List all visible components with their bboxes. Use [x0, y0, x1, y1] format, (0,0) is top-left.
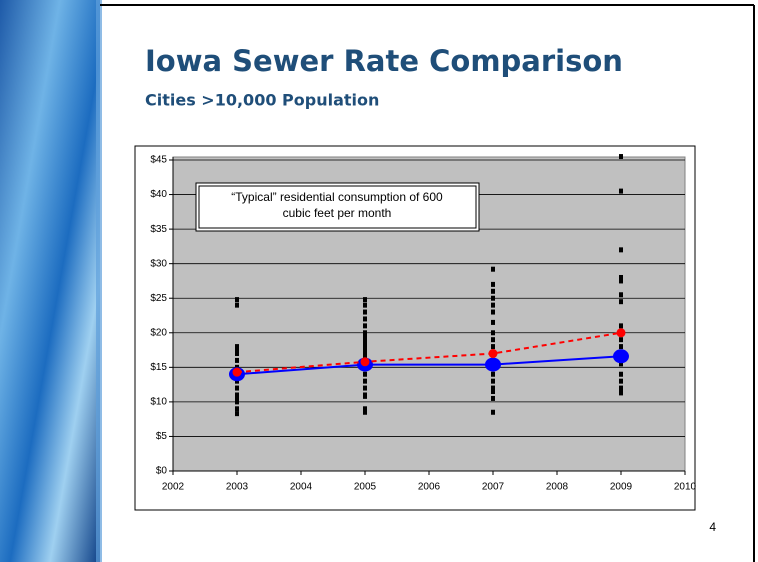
point — [619, 278, 623, 284]
point — [363, 393, 367, 399]
point — [619, 378, 623, 384]
point — [363, 309, 367, 315]
point — [235, 411, 239, 417]
point — [491, 371, 495, 377]
point — [235, 302, 239, 308]
title: Iowa Sewer Rate Comparison — [145, 44, 623, 78]
point — [235, 399, 239, 405]
y-tick-label: $5 — [156, 431, 168, 442]
x-tick-label: 2009 — [610, 482, 633, 493]
y-tick-label: $15 — [150, 362, 167, 373]
point — [363, 302, 367, 308]
point — [491, 295, 495, 301]
annotation: “Typical” residential consumption of 600 — [231, 190, 443, 204]
point — [488, 349, 498, 359]
point — [491, 344, 495, 350]
point — [363, 316, 367, 322]
point — [235, 406, 239, 412]
x-tick-label: 2008 — [546, 482, 569, 493]
point — [363, 330, 367, 336]
subtitle: Cities >10,000 Population — [145, 91, 379, 110]
point — [363, 333, 367, 339]
y-tick-label: $45 — [150, 155, 167, 166]
point — [363, 340, 367, 346]
point — [363, 337, 367, 343]
point — [619, 361, 623, 367]
point — [491, 385, 495, 391]
point — [619, 371, 623, 377]
point — [491, 288, 495, 294]
point — [619, 337, 623, 343]
annotation: cubic feet per month — [283, 206, 392, 220]
point — [491, 281, 495, 287]
point — [491, 409, 495, 415]
point — [619, 247, 623, 253]
point — [363, 351, 367, 357]
point — [363, 347, 367, 353]
point — [232, 367, 242, 377]
point — [619, 385, 623, 391]
point — [491, 319, 495, 325]
x-tick-label: 2010 — [674, 482, 697, 493]
y-tick-label: $30 — [150, 258, 167, 269]
image-edge — [96, 0, 102, 562]
point — [491, 337, 495, 343]
point — [235, 395, 239, 401]
point — [363, 378, 367, 384]
point — [235, 392, 239, 398]
water-image — [0, 0, 100, 562]
point — [616, 328, 626, 338]
point — [619, 188, 623, 194]
point — [491, 395, 495, 401]
point — [363, 344, 367, 350]
point — [619, 390, 623, 396]
series-line — [236, 355, 622, 376]
point — [619, 154, 623, 160]
point — [491, 330, 495, 336]
y-tick-label: $35 — [150, 224, 167, 235]
x-tick-label: 2006 — [418, 482, 441, 493]
x-tick-label: 2002 — [162, 482, 185, 493]
point — [235, 347, 239, 353]
point — [619, 299, 623, 305]
point — [363, 371, 367, 377]
point — [491, 302, 495, 308]
point — [235, 344, 239, 350]
point — [619, 292, 623, 298]
point — [235, 297, 239, 303]
y-tick-label: $0 — [156, 466, 168, 477]
point — [613, 349, 629, 364]
point — [235, 351, 239, 357]
x-tick-label: 2004 — [290, 482, 313, 493]
point — [491, 309, 495, 315]
point — [491, 389, 495, 395]
point — [619, 344, 623, 350]
x-tick-label: 2005 — [354, 482, 377, 493]
point — [363, 385, 367, 391]
point — [619, 274, 623, 280]
point — [491, 266, 495, 272]
point — [363, 297, 367, 303]
point — [235, 385, 239, 391]
point — [485, 357, 501, 372]
x-tick-label: 2007 — [482, 482, 505, 493]
point — [360, 357, 370, 367]
y-tick-label: $40 — [150, 189, 167, 200]
point — [363, 354, 367, 360]
series-line — [236, 331, 622, 374]
page-number: 4 — [709, 520, 716, 534]
point — [619, 323, 623, 329]
point — [363, 406, 367, 412]
point — [363, 409, 367, 415]
y-tick-label: $10 — [150, 397, 167, 408]
annotation-box — [195, 182, 480, 232]
point — [491, 378, 495, 384]
point — [235, 357, 239, 363]
x-tick-label: 2003 — [226, 482, 249, 493]
annotation-box-inner — [198, 185, 477, 229]
y-tick-label: $20 — [150, 327, 167, 338]
point — [363, 323, 367, 329]
y-tick-label: $25 — [150, 293, 167, 304]
